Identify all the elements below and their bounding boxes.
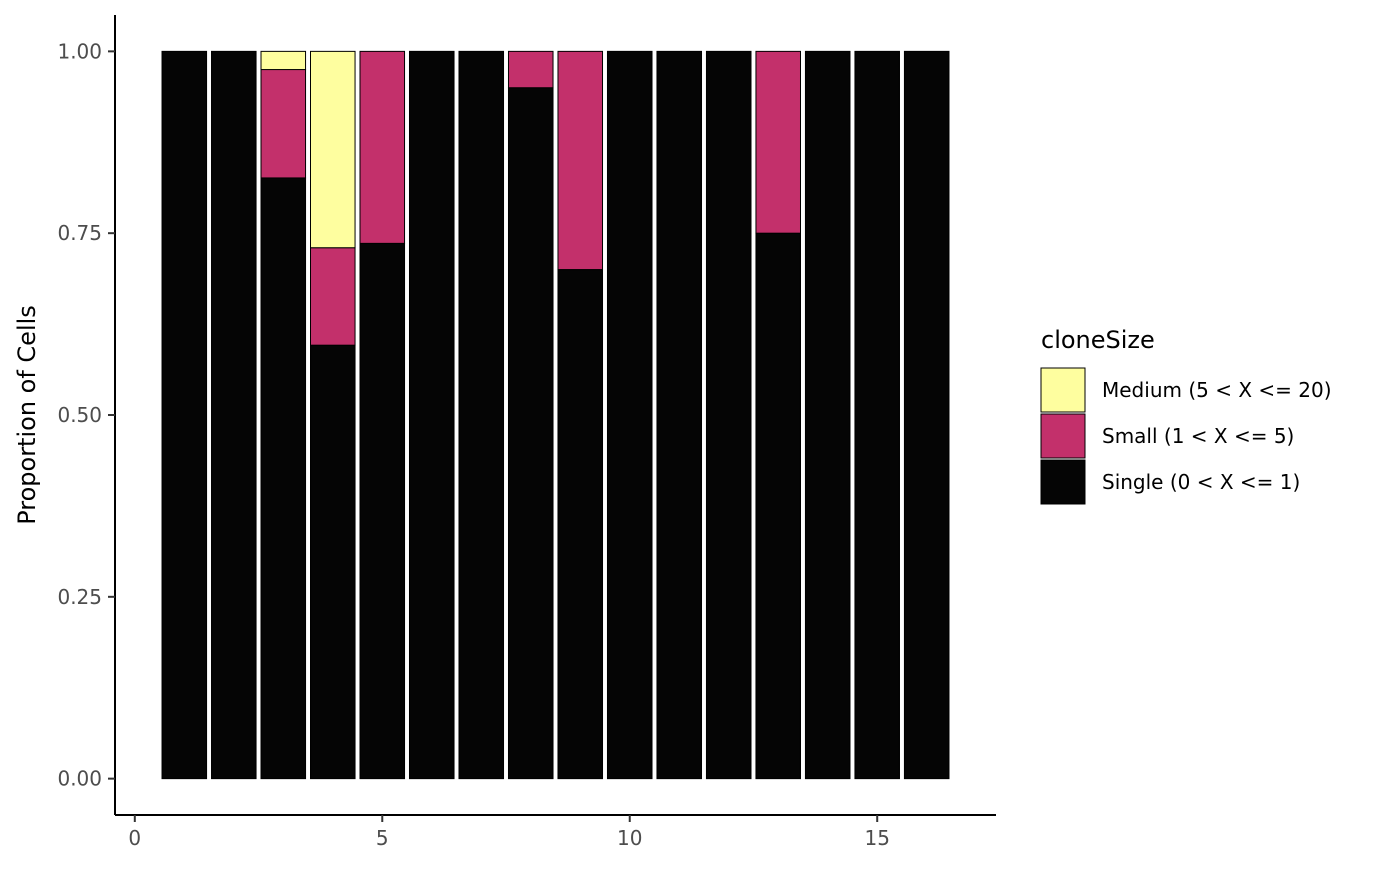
legend: cloneSize Medium (5 < X <= 20) Small (1 < … — [1040, 326, 1332, 505]
bar-segment — [161, 50, 208, 780]
bar-segment — [903, 50, 950, 780]
y-tick-label: 0.25 — [57, 585, 102, 609]
x-tick-label: 5 — [376, 826, 389, 850]
bar-segment — [507, 50, 554, 89]
legend-key — [1040, 459, 1086, 505]
bar-segment — [656, 50, 703, 780]
bar-segment — [458, 50, 505, 780]
bar-segment — [260, 177, 307, 780]
bar-segment — [705, 50, 752, 780]
x-tick-label: 10 — [617, 826, 642, 850]
x-tick-label: 0 — [128, 826, 141, 850]
bar-segment — [507, 87, 554, 780]
bar-segment — [310, 50, 356, 249]
bar-segment — [260, 69, 307, 179]
bar-segment — [557, 50, 604, 271]
bar-segment — [408, 50, 455, 780]
legend-key — [1040, 367, 1086, 413]
y-tick-label: 0.75 — [57, 221, 102, 245]
legend-key — [1040, 413, 1086, 459]
legend-label: Small (1 < X <= 5) — [1102, 424, 1294, 448]
bar-segment — [310, 247, 356, 346]
bars-layer — [161, 50, 950, 780]
bar-segment — [755, 50, 801, 234]
bar-segment — [359, 50, 406, 244]
legend-title: cloneSize — [1041, 326, 1155, 354]
bar-segment — [211, 50, 257, 780]
legend-label: Single (0 < X <= 1) — [1102, 470, 1300, 494]
y-axis-title: Proportion of Cells — [13, 305, 41, 525]
bar-segment — [310, 344, 356, 780]
y-tick-label: 0.50 — [57, 403, 102, 427]
bar-segment — [606, 50, 653, 780]
bar-segment — [755, 232, 801, 780]
bar-segment — [260, 50, 307, 71]
bar-segment — [359, 242, 406, 780]
bar-segment — [854, 50, 900, 780]
bar-segment — [557, 269, 604, 780]
axes-layer: 0.00 0.25 0.50 0.75 1.00 0 5 10 15 Proportion of … — [13, 15, 996, 850]
legend-label: Medium (5 < X <= 20) — [1102, 378, 1332, 402]
y-tick-label: 0.00 — [57, 767, 102, 791]
y-tick-label: 1.00 — [57, 39, 102, 63]
x-tick-label: 15 — [864, 826, 889, 850]
bar-segment — [804, 50, 851, 780]
